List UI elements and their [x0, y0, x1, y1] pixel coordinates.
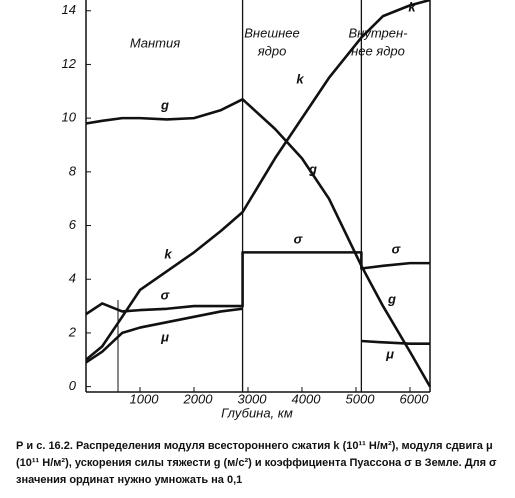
caption: Р и с. 16.2. Распределения модуля всесто…	[16, 440, 497, 486]
x-tick-label: 5000	[346, 391, 376, 406]
y-tick-label: 8	[69, 163, 77, 178]
y-tick-label: 4	[69, 271, 76, 286]
curve-label: μ	[160, 329, 169, 344]
series-line	[85, 307, 243, 364]
curve-label: σ	[392, 241, 402, 256]
chart: Глубина, км 0 2 4 6 8 10 12 14 1000 2000 3000 4000 5…	[62, 0, 432, 420]
y-tick-label: 12	[62, 56, 77, 71]
x-axis-label: Глубина, км	[221, 405, 293, 420]
x-tick-label: 4000	[292, 391, 322, 406]
region-label: ядро	[257, 43, 287, 58]
curve-label: g	[308, 161, 317, 176]
x-tick-label: 3000	[238, 391, 268, 406]
curve-label: k	[408, 0, 416, 14]
series-line	[361, 339, 430, 345]
x-tick-label: 1000	[130, 391, 160, 406]
region-label: Внешнее	[244, 25, 299, 40]
curve-label: σ	[161, 287, 171, 302]
y-tick-label: 6	[69, 217, 77, 232]
y-tick-label: 10	[62, 110, 77, 125]
curve-label: g	[387, 291, 396, 306]
region-label: Внутрен-	[349, 25, 409, 40]
series-line	[85, 0, 431, 361]
series-line	[85, 98, 432, 388]
curve-label: σ	[294, 231, 304, 246]
curve-label: μ	[385, 346, 394, 361]
y-tick-label: 0	[69, 378, 77, 393]
curve-label: k	[296, 71, 304, 86]
region-label: нее ядро	[351, 43, 405, 58]
curve-label: k	[164, 246, 172, 261]
y-tick-label: 14	[62, 2, 76, 17]
curve-label: g	[160, 97, 169, 112]
series-line	[85, 251, 430, 316]
x-tick-label: 6000	[400, 391, 430, 406]
x-tick-label: 2000	[183, 391, 214, 406]
y-tick-label: 2	[68, 324, 77, 339]
region-label: Мантия	[130, 35, 180, 50]
